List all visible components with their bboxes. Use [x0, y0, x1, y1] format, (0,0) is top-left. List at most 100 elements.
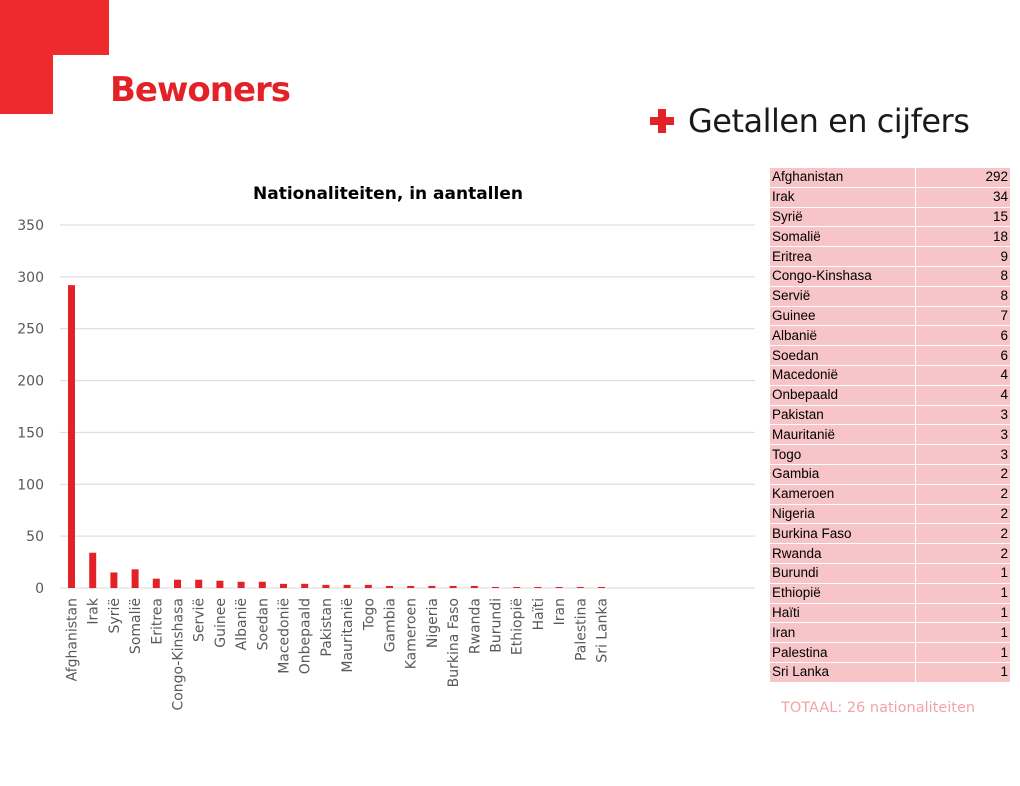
table-row: Palestina 1: [769, 642, 1011, 663]
table-cell-count: 6: [915, 345, 1011, 366]
table-cell-country: Onbepaald: [769, 384, 916, 406]
bar: [513, 586, 521, 588]
table-cell-country: Afghanistan: [769, 167, 916, 188]
table-cell-country: Irak: [769, 186, 916, 208]
y-tick-label: 200: [17, 374, 44, 390]
table-cell-country: Ethiopië: [769, 582, 916, 604]
table-cell-country: Eritrea: [769, 246, 916, 267]
table-cell-count: 2: [915, 543, 1011, 564]
table-cell-country: Togo: [769, 444, 916, 465]
table-cell-count: 1: [915, 661, 1011, 683]
table-row: Afghanistan 292: [769, 167, 1011, 188]
table-cell-country: Soedan: [769, 345, 916, 366]
table-cell-country: Syrië: [769, 206, 916, 228]
y-tick-label: 50: [26, 529, 44, 545]
x-tick-label: Nigeria: [425, 598, 441, 648]
bar: [89, 552, 97, 588]
table-row: Congo-Kinshasa 8: [769, 265, 1011, 287]
x-tick-label: Togo: [361, 598, 377, 631]
x-tick-label: Soedan: [255, 598, 271, 650]
bar: [280, 583, 287, 588]
bar: [534, 586, 542, 588]
bar: [195, 579, 203, 588]
subtitle-text: Getallen en cijfers: [688, 102, 970, 140]
x-tick-label: Palestina: [573, 598, 589, 661]
chart-title: Nationaliteiten, in aantallen: [253, 184, 523, 204]
table-cell-count: 15: [915, 206, 1011, 228]
bar: [343, 584, 351, 588]
nationalities-table: Afghanistan 292 Irak 34 Syrië 15 Somalië 18 Erit…: [769, 167, 1011, 683]
plus-icon: [650, 109, 674, 133]
table-cell-count: 1: [915, 562, 1011, 584]
table-row: Burkina Faso 2: [769, 523, 1011, 545]
page-title: Bewoners: [110, 70, 291, 110]
x-tick-label: Servië: [192, 598, 208, 642]
x-tick-label: Syrië: [107, 598, 123, 633]
table-cell-count: 1: [915, 602, 1011, 624]
table-row: Macedonië 4: [769, 364, 1011, 386]
bar: [449, 585, 457, 588]
table-cell-count: 2: [915, 523, 1011, 545]
table-cell-country: Burkina Faso: [769, 523, 916, 545]
table-cell-count: 4: [915, 384, 1011, 406]
table-cell-count: 9: [915, 246, 1011, 267]
table-cell-country: Guinee: [769, 305, 916, 327]
table-cell-count: 8: [915, 285, 1011, 307]
table-row: Somalië 18: [769, 226, 1011, 248]
x-tick-label: Rwanda: [467, 598, 483, 654]
table-cell-country: Mauritanië: [769, 424, 916, 446]
x-tick-label: Congo-Kinshasa: [171, 598, 187, 711]
bar: [386, 585, 393, 588]
table-row: Soedan 6: [769, 345, 1011, 366]
table-cell-country: Sri Lanka: [769, 661, 916, 683]
x-tick-label: Onbepaald: [298, 598, 314, 674]
bar: [428, 585, 436, 588]
table-cell-country: Macedonië: [769, 364, 916, 386]
x-tick-label: Mauritanië: [340, 598, 356, 673]
table-cell-country: Somalië: [769, 226, 916, 248]
table-cell-country: Rwanda: [769, 543, 916, 564]
x-tick-label: Burundi: [489, 598, 505, 653]
table-cell-count: 1: [915, 642, 1011, 663]
table-row: Irak 34: [769, 186, 1011, 208]
x-tick-label: Albanië: [234, 598, 250, 650]
x-tick-label: Macedonië: [277, 598, 293, 674]
bar: [131, 569, 139, 588]
x-tick-label: Gambia: [383, 598, 399, 652]
table-row: Burundi 1: [769, 562, 1011, 584]
table-cell-count: 1: [915, 582, 1011, 604]
table-cell-country: Burundi: [769, 562, 916, 584]
nationalities-bar-chart: Nationaliteiten, in aantallen 0 50 100 150 20…: [17, 184, 755, 711]
bar: [237, 581, 245, 588]
table-cell-country: Kameroen: [769, 483, 916, 505]
table-cell-count: 2: [915, 503, 1011, 525]
y-tick-label: 300: [17, 270, 44, 286]
table-row: Pakistan 3: [769, 404, 1011, 426]
table-cell-count: 7: [915, 305, 1011, 327]
table-cell-count: 2: [915, 463, 1011, 485]
x-tick-label: Afghanistan: [65, 598, 81, 681]
table-cell-count: 3: [915, 424, 1011, 446]
table-row: Sri Lanka 1: [769, 661, 1011, 683]
table-cell-count: 292: [915, 167, 1011, 188]
table-cell-count: 4: [915, 364, 1011, 386]
table-cell-country: Albanië: [769, 325, 916, 347]
x-tick-label: Eritrea: [149, 598, 165, 645]
y-tick-label: 0: [35, 581, 44, 597]
x-tick-label: Kameroen: [404, 598, 420, 669]
table-row: Ethiopië 1: [769, 582, 1011, 604]
subtitle-heading: Getallen en cijfers: [650, 102, 970, 140]
bar: [470, 585, 478, 588]
table-cell-country: Nigeria: [769, 503, 916, 525]
bar: [301, 583, 309, 588]
table-cell-count: 2: [915, 483, 1011, 505]
x-tick-label: Sri Lanka: [595, 598, 611, 663]
table-row: Rwanda 2: [769, 543, 1011, 564]
table-cell-country: Pakistan: [769, 404, 916, 426]
x-tick-label: Guinee: [213, 598, 229, 648]
table-cell-count: 3: [915, 404, 1011, 426]
bar: [174, 579, 181, 588]
bar: [555, 586, 563, 588]
table-cell-count: 8: [915, 265, 1011, 287]
y-tick-label: 150: [17, 425, 44, 441]
